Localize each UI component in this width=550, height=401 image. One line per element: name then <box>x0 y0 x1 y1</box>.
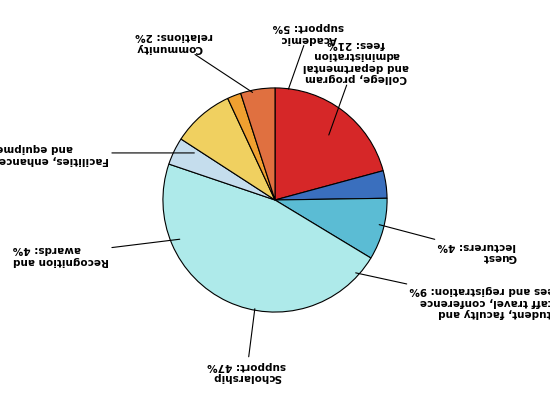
Text: Community
relations: 2%: Community relations: 2% <box>135 31 252 93</box>
Wedge shape <box>228 94 275 200</box>
Wedge shape <box>163 165 371 312</box>
Wedge shape <box>169 140 275 200</box>
Wedge shape <box>275 89 383 200</box>
Wedge shape <box>241 89 275 200</box>
Text: Facilities, enhancements,
and equipment: 9%: Facilities, enhancements, and equipment:… <box>0 143 194 164</box>
Wedge shape <box>275 199 387 258</box>
Text: Academic
support: 5%: Academic support: 5% <box>273 22 344 90</box>
Text: College, program
and departmental
administration
fees: 21%: College, program and departmental admini… <box>302 38 409 136</box>
Wedge shape <box>275 171 387 200</box>
Text: Guest
lecturers: 4%: Guest lecturers: 4% <box>379 225 516 261</box>
Text: Scholarship
support: 47%: Scholarship support: 47% <box>207 309 287 381</box>
Text: Student, faculty and
staff travel, conference
fees and registration: 9%: Student, faculty and staff travel, confe… <box>356 273 550 318</box>
Text: Recognition and
awards: 4%: Recognition and awards: 4% <box>13 240 180 265</box>
Wedge shape <box>181 99 275 200</box>
